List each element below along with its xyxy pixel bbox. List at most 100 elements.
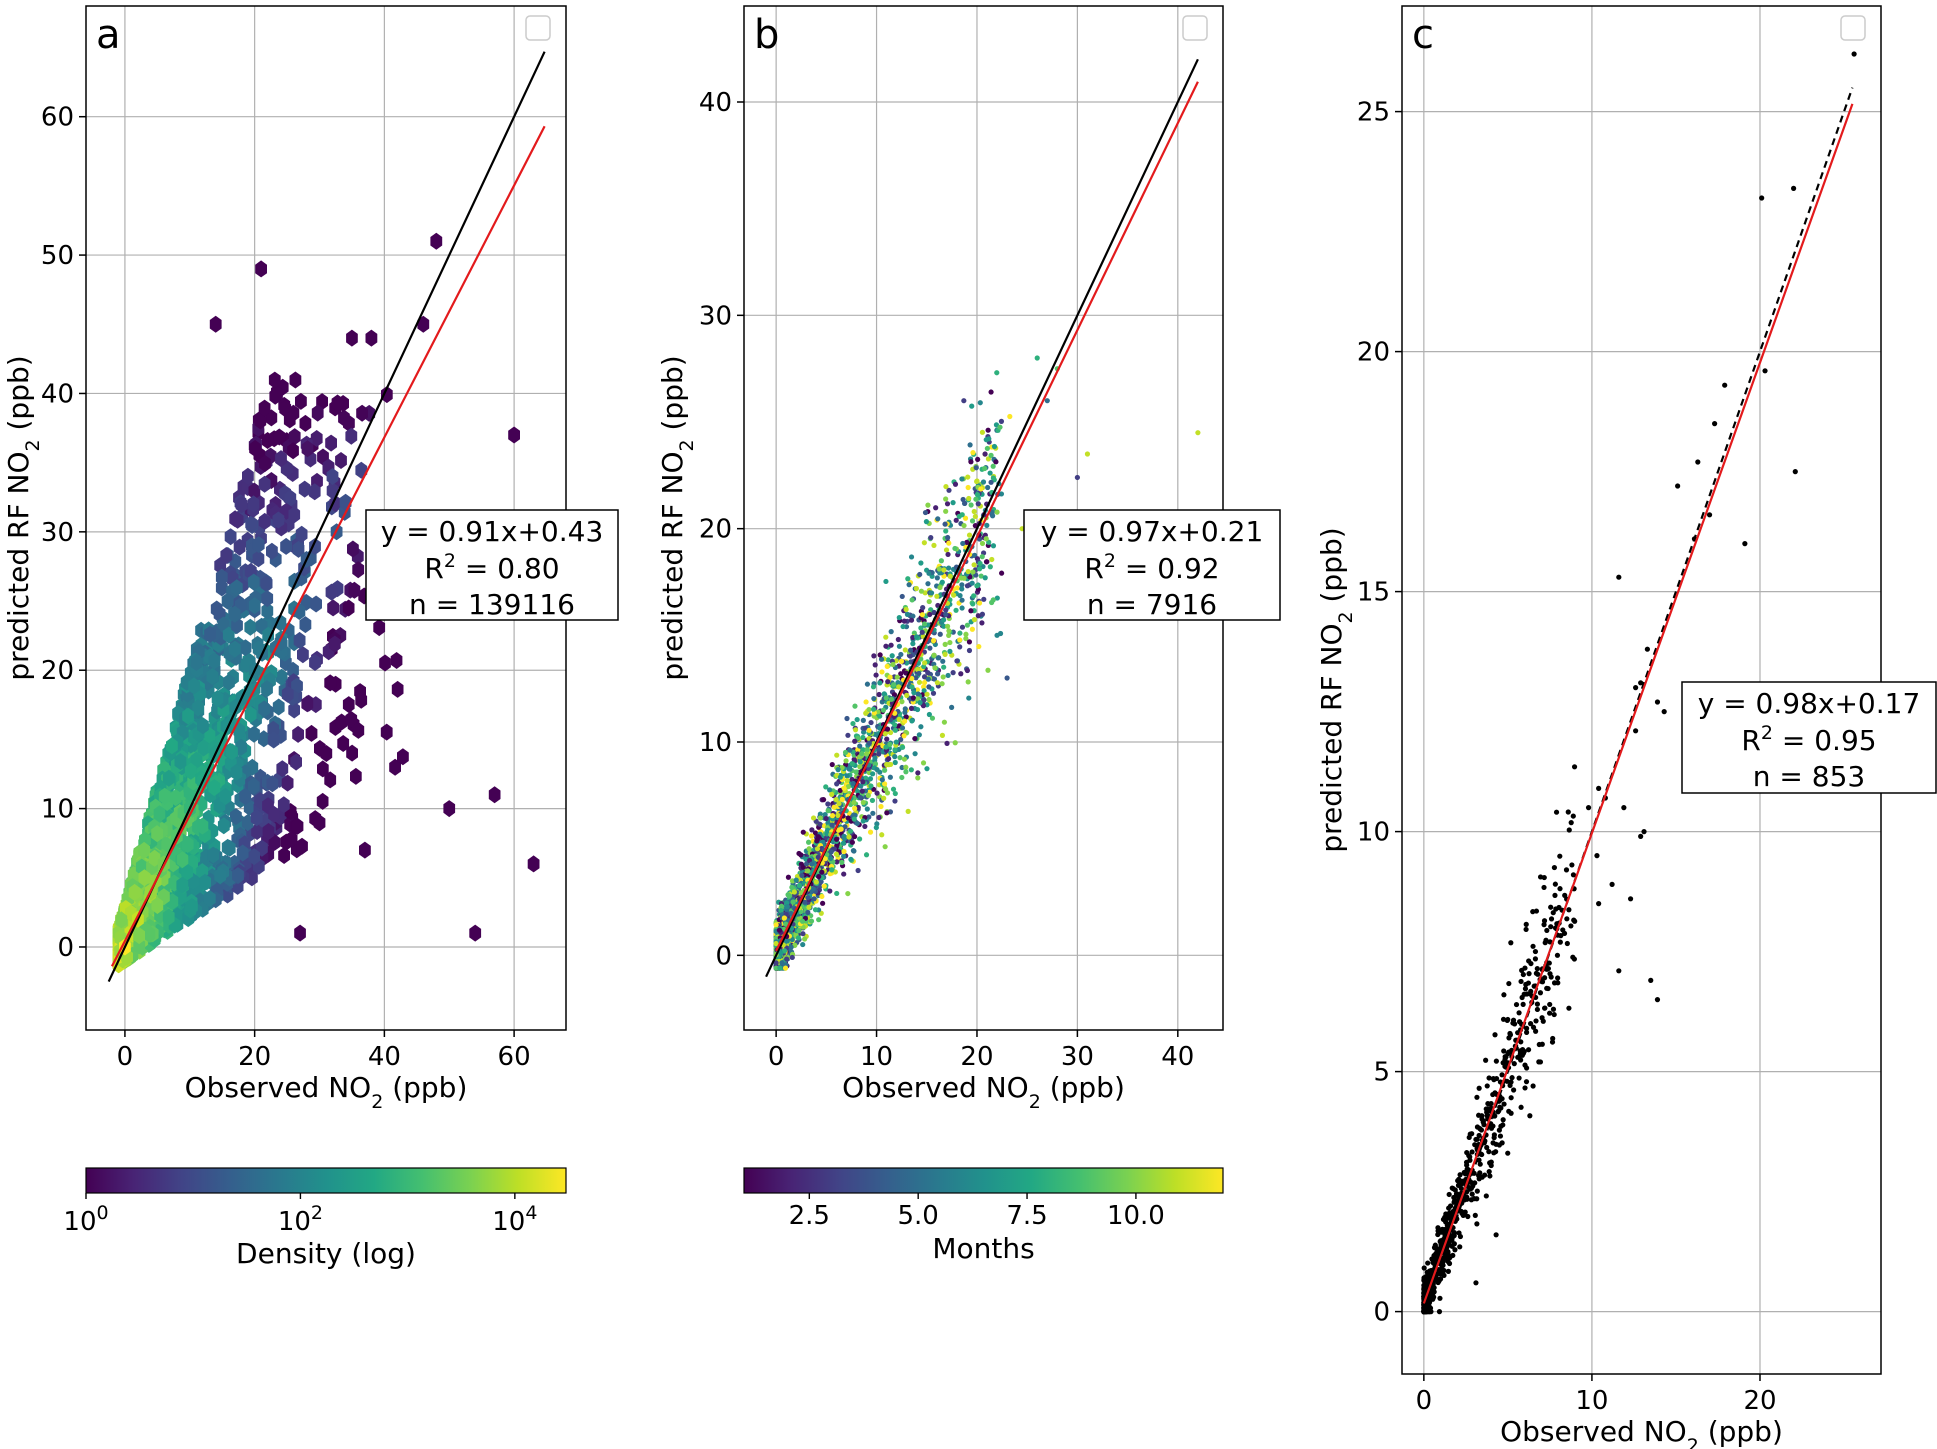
hexbin	[280, 537, 292, 555]
hexbin	[115, 911, 128, 929]
scatter-point	[799, 872, 805, 879]
hexbin	[331, 394, 344, 412]
scatter-point	[851, 848, 857, 854]
scatter-point	[925, 502, 931, 508]
hexbin	[226, 743, 238, 761]
scatter-point	[1484, 1083, 1490, 1089]
scatter-point	[777, 965, 783, 971]
scatter-point	[1492, 1032, 1498, 1038]
colorbar-tick-label: 104	[492, 1202, 537, 1237]
hexbin	[347, 540, 359, 558]
hexbin	[239, 639, 252, 657]
hexbin	[380, 723, 393, 741]
x-tick-label: 10	[860, 1042, 893, 1072]
hexbin	[203, 890, 216, 908]
scatter-point	[938, 558, 944, 564]
hexbin	[320, 745, 333, 762]
scatter-point	[988, 452, 994, 458]
scatter-point	[837, 774, 843, 780]
y-tick-label: 10	[41, 795, 74, 825]
hexbin	[182, 707, 194, 725]
hexbin	[151, 897, 164, 914]
scatter-point	[851, 812, 857, 818]
scatter-point	[836, 800, 842, 807]
hexbin	[258, 700, 271, 718]
scatter-point	[864, 806, 870, 812]
scatter-point	[904, 692, 910, 698]
scatter-point	[994, 632, 1000, 638]
hexbin	[181, 836, 194, 853]
scatter-point	[919, 612, 925, 618]
scatter-point	[964, 539, 970, 545]
hexbin	[204, 625, 216, 643]
hexbin	[325, 434, 337, 452]
scatter-point	[965, 474, 971, 480]
scatter-point	[889, 653, 895, 659]
scatter-point	[997, 424, 1003, 430]
hexbin	[288, 428, 301, 446]
scatter-point	[1483, 1193, 1489, 1199]
scatter-point	[1530, 1024, 1537, 1030]
scatter-point	[1506, 1049, 1512, 1055]
scatter-point	[931, 609, 937, 616]
hexbin	[430, 232, 443, 250]
scatter-point	[1563, 867, 1570, 873]
scatter-point	[796, 928, 802, 934]
hexbin	[229, 640, 241, 658]
scatter-point	[817, 815, 823, 821]
scatter-point	[994, 509, 1000, 515]
scatter-point	[927, 611, 933, 618]
r-squared: R2 = 0.92	[1084, 550, 1219, 585]
scatter-point	[959, 605, 965, 611]
scatter-point	[815, 854, 821, 860]
scatter-point	[983, 437, 989, 443]
scatter-point	[895, 636, 901, 643]
legend-box	[525, 15, 551, 41]
scatter-point	[862, 823, 868, 830]
scatter-point	[904, 611, 911, 617]
scatter-point	[799, 918, 806, 924]
hexbin	[231, 579, 243, 597]
hexbin	[308, 483, 321, 501]
scatter-point	[773, 940, 779, 947]
colorbar	[85, 1167, 567, 1194]
scatter-point	[834, 781, 840, 787]
scatter-point	[825, 801, 831, 807]
scatter-point	[970, 601, 976, 607]
scatter-point	[848, 856, 854, 862]
scatter-point	[896, 643, 903, 649]
scatter-point	[784, 907, 790, 913]
scatter-point	[778, 903, 785, 909]
hexbin	[261, 602, 274, 620]
scatter-point	[921, 697, 927, 703]
scatter-point	[971, 562, 977, 568]
scatter-point	[1536, 1041, 1542, 1048]
hexbin	[230, 763, 243, 781]
hexbin	[281, 685, 294, 703]
scatter-point	[800, 864, 806, 870]
scatter-point	[872, 761, 879, 767]
colorbar-tick-label: 100	[63, 1202, 108, 1237]
scatter-point	[1542, 940, 1548, 946]
scatter-point	[1505, 1150, 1511, 1156]
x-tick-label: 40	[368, 1042, 401, 1072]
scatter-point	[1508, 940, 1514, 946]
scatter-point	[1500, 1016, 1507, 1022]
scatter-point	[967, 442, 973, 448]
scatter-point	[1439, 1226, 1445, 1232]
hexbin	[365, 329, 378, 347]
scatter-point	[987, 470, 993, 476]
sample-count: n = 7916	[1087, 588, 1217, 621]
x-axis-label: Observed NO2 (ppb)	[185, 1071, 468, 1113]
hexbin	[215, 568, 228, 586]
scatter-point	[1541, 918, 1548, 924]
scatter-point	[1469, 1191, 1475, 1197]
hexbin	[133, 927, 145, 945]
scatter-point	[969, 580, 975, 586]
scatter-point	[845, 784, 851, 790]
scatter-point	[934, 680, 940, 686]
scatter-point	[809, 861, 815, 867]
scatter-point	[803, 861, 810, 867]
scatter-point	[903, 714, 909, 720]
